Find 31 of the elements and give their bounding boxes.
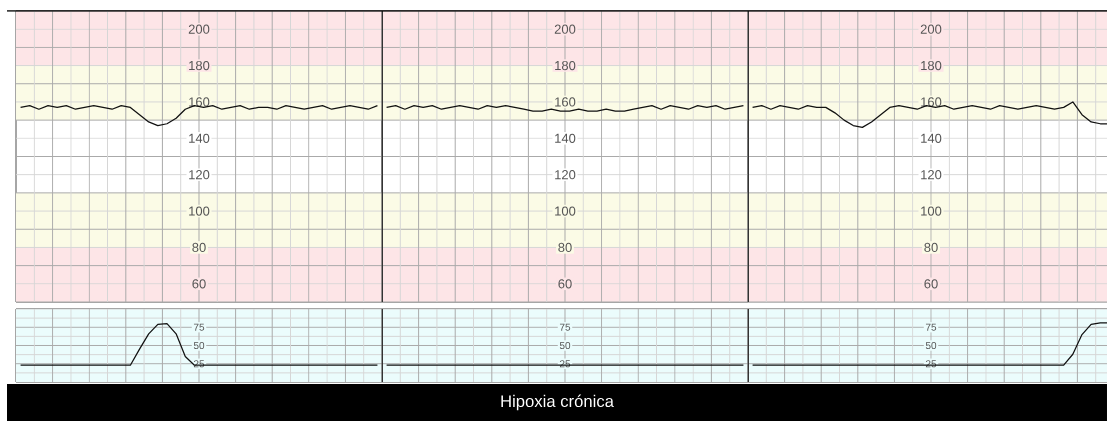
- y-tick-label: 100: [555, 206, 576, 216]
- y-tick-label: 140: [921, 133, 942, 143]
- y-tick-label: 75: [925, 323, 937, 331]
- y-tick-label: 160: [555, 97, 576, 107]
- y-tick-label: 200: [188, 24, 210, 34]
- y-tick-label: 75: [559, 323, 571, 331]
- y-tick-label: 60: [924, 279, 938, 289]
- y-tick-label: 120: [555, 170, 576, 180]
- y-tick-label: 80: [192, 242, 206, 253]
- y-tick-label: 180: [189, 60, 210, 71]
- y-tick-label: 80: [924, 242, 938, 253]
- y-tick-label: 140: [189, 133, 210, 143]
- y-tick-label: 180: [921, 60, 942, 71]
- y-tick-label: 50: [193, 341, 205, 350]
- y-tick-label: 200: [920, 24, 942, 34]
- y-tick-label: 80: [558, 242, 572, 253]
- y-tick-label: 100: [921, 206, 942, 216]
- y-tick-label: 160: [189, 97, 210, 107]
- y-tick-label: 200: [554, 24, 576, 34]
- y-tick-label: 160: [921, 97, 942, 107]
- y-tick-label: 100: [189, 206, 210, 216]
- y-tick-label: 140: [555, 133, 576, 143]
- y-tick-label: 120: [921, 170, 942, 180]
- y-tick-label: 60: [558, 279, 572, 289]
- y-tick-label: 75: [193, 323, 205, 331]
- y-tick-label: 60: [192, 279, 206, 289]
- text: Hipoxia crónica: [501, 394, 614, 411]
- y-tick-label: 50: [925, 341, 937, 350]
- y-tick-label: 180: [555, 60, 576, 71]
- y-tick-label: 120: [189, 170, 210, 180]
- y-tick-label: 50: [559, 341, 571, 350]
